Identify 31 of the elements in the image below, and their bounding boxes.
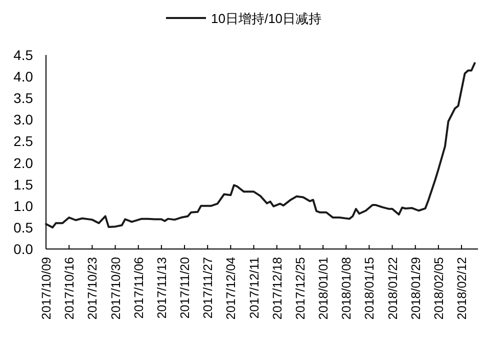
x-tick-label: 2017/11/06 [132,256,146,319]
legend-label: 10日增持/10日减持 [211,11,322,26]
x-tick-label: 2017/11/20 [178,256,192,319]
x-tick-label: 2018/01/29 [408,256,423,320]
x-tick-label: 2017/12/04 [224,256,238,320]
y-tick-label: 0.0 [14,241,34,257]
x-tick-label: 2017/12/18 [270,256,284,320]
x-tick-label: 2017/11/27 [201,256,216,319]
x-tick-label: 2017/10/16 [62,256,77,320]
x-tick-label: 2018/02/12 [455,256,470,320]
x-tick-label: 2018/02/05 [432,256,446,320]
x-tick-label: 2018/01/22 [386,256,400,320]
y-tick-label: 1.5 [14,176,34,192]
y-tick-label: 4.5 [14,47,34,63]
y-tick-label: 2.5 [14,133,34,150]
x-tick-label: 2017/11/13 [154,256,169,319]
line-series [45,62,476,228]
x-tick-label: 2017/12/25 [293,256,308,320]
x-tick-label: 2017/12/11 [247,256,262,319]
x-tick-label: 2018/01/15 [362,256,377,320]
y-tick-label: 3.0 [14,112,34,128]
x-tick-label: 2018/01/01 [316,256,331,320]
x-tick-label: 2017/10/30 [108,256,123,320]
y-tick-label: 3.5 [14,90,34,106]
y-tick-label: 4.0 [14,68,34,85]
x-tick-label: 2017/10/23 [86,256,100,320]
y-tick-label: 1.0 [14,198,34,214]
x-tick-label: 2018/01/08 [340,256,354,320]
x-tick-label: 2017/10/09 [40,256,54,320]
y-tick-label: 0.5 [14,219,34,236]
y-tick-label: 2.0 [14,154,34,171]
